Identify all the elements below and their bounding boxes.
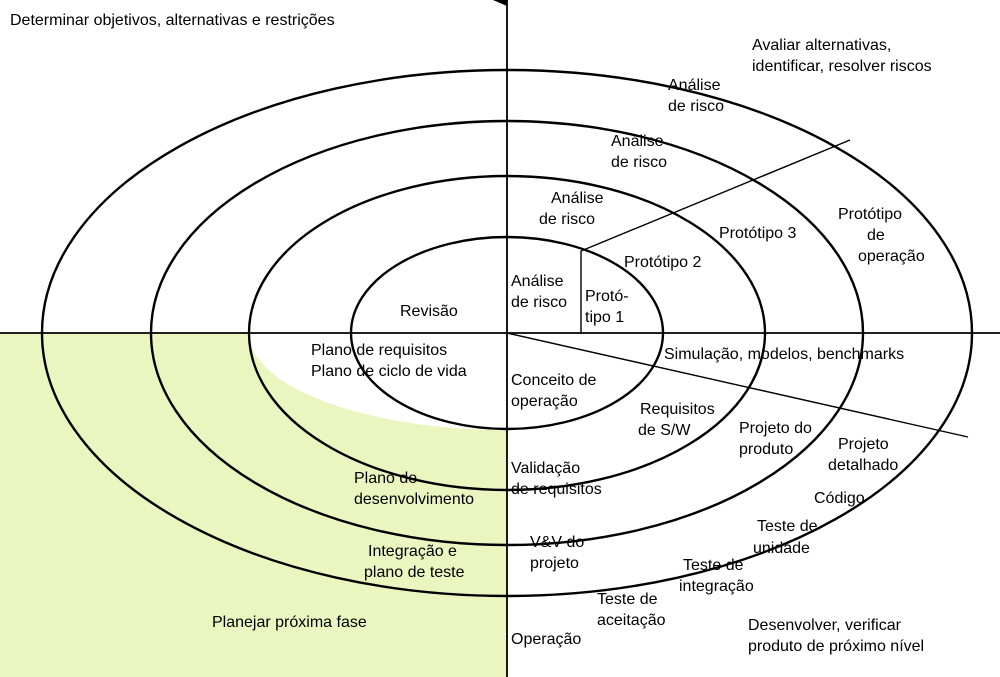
development-plan-line1: Plano de bbox=[354, 470, 417, 487]
requirements-validation-line1: Validação bbox=[511, 460, 580, 477]
design-vv-line2: projeto bbox=[530, 555, 579, 572]
development-divider bbox=[506, 332, 969, 438]
risk-analysis-4-line1: Análise bbox=[668, 77, 721, 94]
risk-analysis-2-line1: Análise bbox=[551, 190, 604, 207]
prototype-2-label: Protótipo 2 bbox=[624, 254, 701, 271]
prototype-3-label: Protótipo 3 bbox=[719, 225, 796, 242]
sw-requirements-line2: de S/W bbox=[638, 422, 691, 439]
review-label: Revisão bbox=[400, 303, 458, 320]
quadrant-evaluate-label-line1: Avaliar alternativas, bbox=[752, 37, 891, 54]
integration-plan-line2: plano de teste bbox=[364, 564, 465, 581]
sw-requirements-line1: Requisitos bbox=[640, 401, 715, 418]
concept-line1: Conceito de bbox=[511, 372, 596, 389]
design-vv-line1: V&V do bbox=[530, 534, 584, 551]
quadrant-evaluate-label-line2: identificar, resolver riscos bbox=[752, 58, 932, 75]
requirements-plan-line2: Plano de ciclo de vida bbox=[311, 363, 467, 380]
development-plan-line2: desenvolvimento bbox=[354, 491, 474, 508]
detailed-design-line2: detalhado bbox=[828, 457, 898, 474]
risk-analysis-4-line2: de risco bbox=[668, 98, 724, 115]
acceptance-test-line2: aceitação bbox=[597, 612, 666, 629]
quadrant-develop-label-line1: Desenvolver, verificar bbox=[748, 617, 902, 634]
integration-plan-line1: Integração e bbox=[368, 543, 457, 560]
concept-line2: operação bbox=[511, 393, 578, 410]
risk-analysis-1-line2: de risco bbox=[511, 294, 567, 311]
operational-prototype-line1: Protótipo bbox=[838, 206, 902, 223]
requirements-plan-line1: Plano de requisitos bbox=[311, 342, 447, 359]
risk-analysis-2-line2: de risco bbox=[539, 211, 595, 228]
prototype-1-line2: tipo 1 bbox=[585, 309, 624, 326]
operational-prototype-line2: de bbox=[867, 227, 885, 244]
planning-quadrant-shading bbox=[0, 333, 507, 677]
risk-analysis-3-line2: de risco bbox=[611, 154, 667, 171]
product-design-line1: Projeto do bbox=[739, 420, 812, 437]
unit-test-line1: Teste de bbox=[757, 518, 818, 535]
prototype-divider-diagonal bbox=[580, 139, 851, 252]
quadrant-develop-label-line2: produto de próximo nível bbox=[748, 638, 924, 655]
unit-test-line2: unidade bbox=[753, 540, 810, 557]
operation-label: Operação bbox=[511, 631, 581, 648]
product-design-line2: produto bbox=[739, 441, 793, 458]
code-label: Código bbox=[814, 490, 865, 507]
integration-test-line2: integração bbox=[679, 578, 754, 595]
risk-analysis-3-line1: Análise bbox=[611, 133, 664, 150]
prototype-1-line1: Protó- bbox=[585, 288, 629, 305]
requirements-validation-line2: de requisitos bbox=[511, 481, 602, 498]
simulation-label: Simulação, modelos, benchmarks bbox=[664, 346, 904, 363]
acceptance-test-line1: Teste de bbox=[597, 591, 658, 608]
detailed-design-line1: Projeto bbox=[838, 436, 889, 453]
risk-analysis-1-line1: Análise bbox=[511, 273, 564, 290]
integration-test-line1: Teste de bbox=[683, 557, 744, 574]
operational-prototype-line3: operação bbox=[858, 248, 925, 265]
quadrant-plan-label: Planejar próxima fase bbox=[212, 614, 367, 631]
quadrant-objectives-label: Determinar objetivos, alternativas e res… bbox=[10, 12, 335, 29]
